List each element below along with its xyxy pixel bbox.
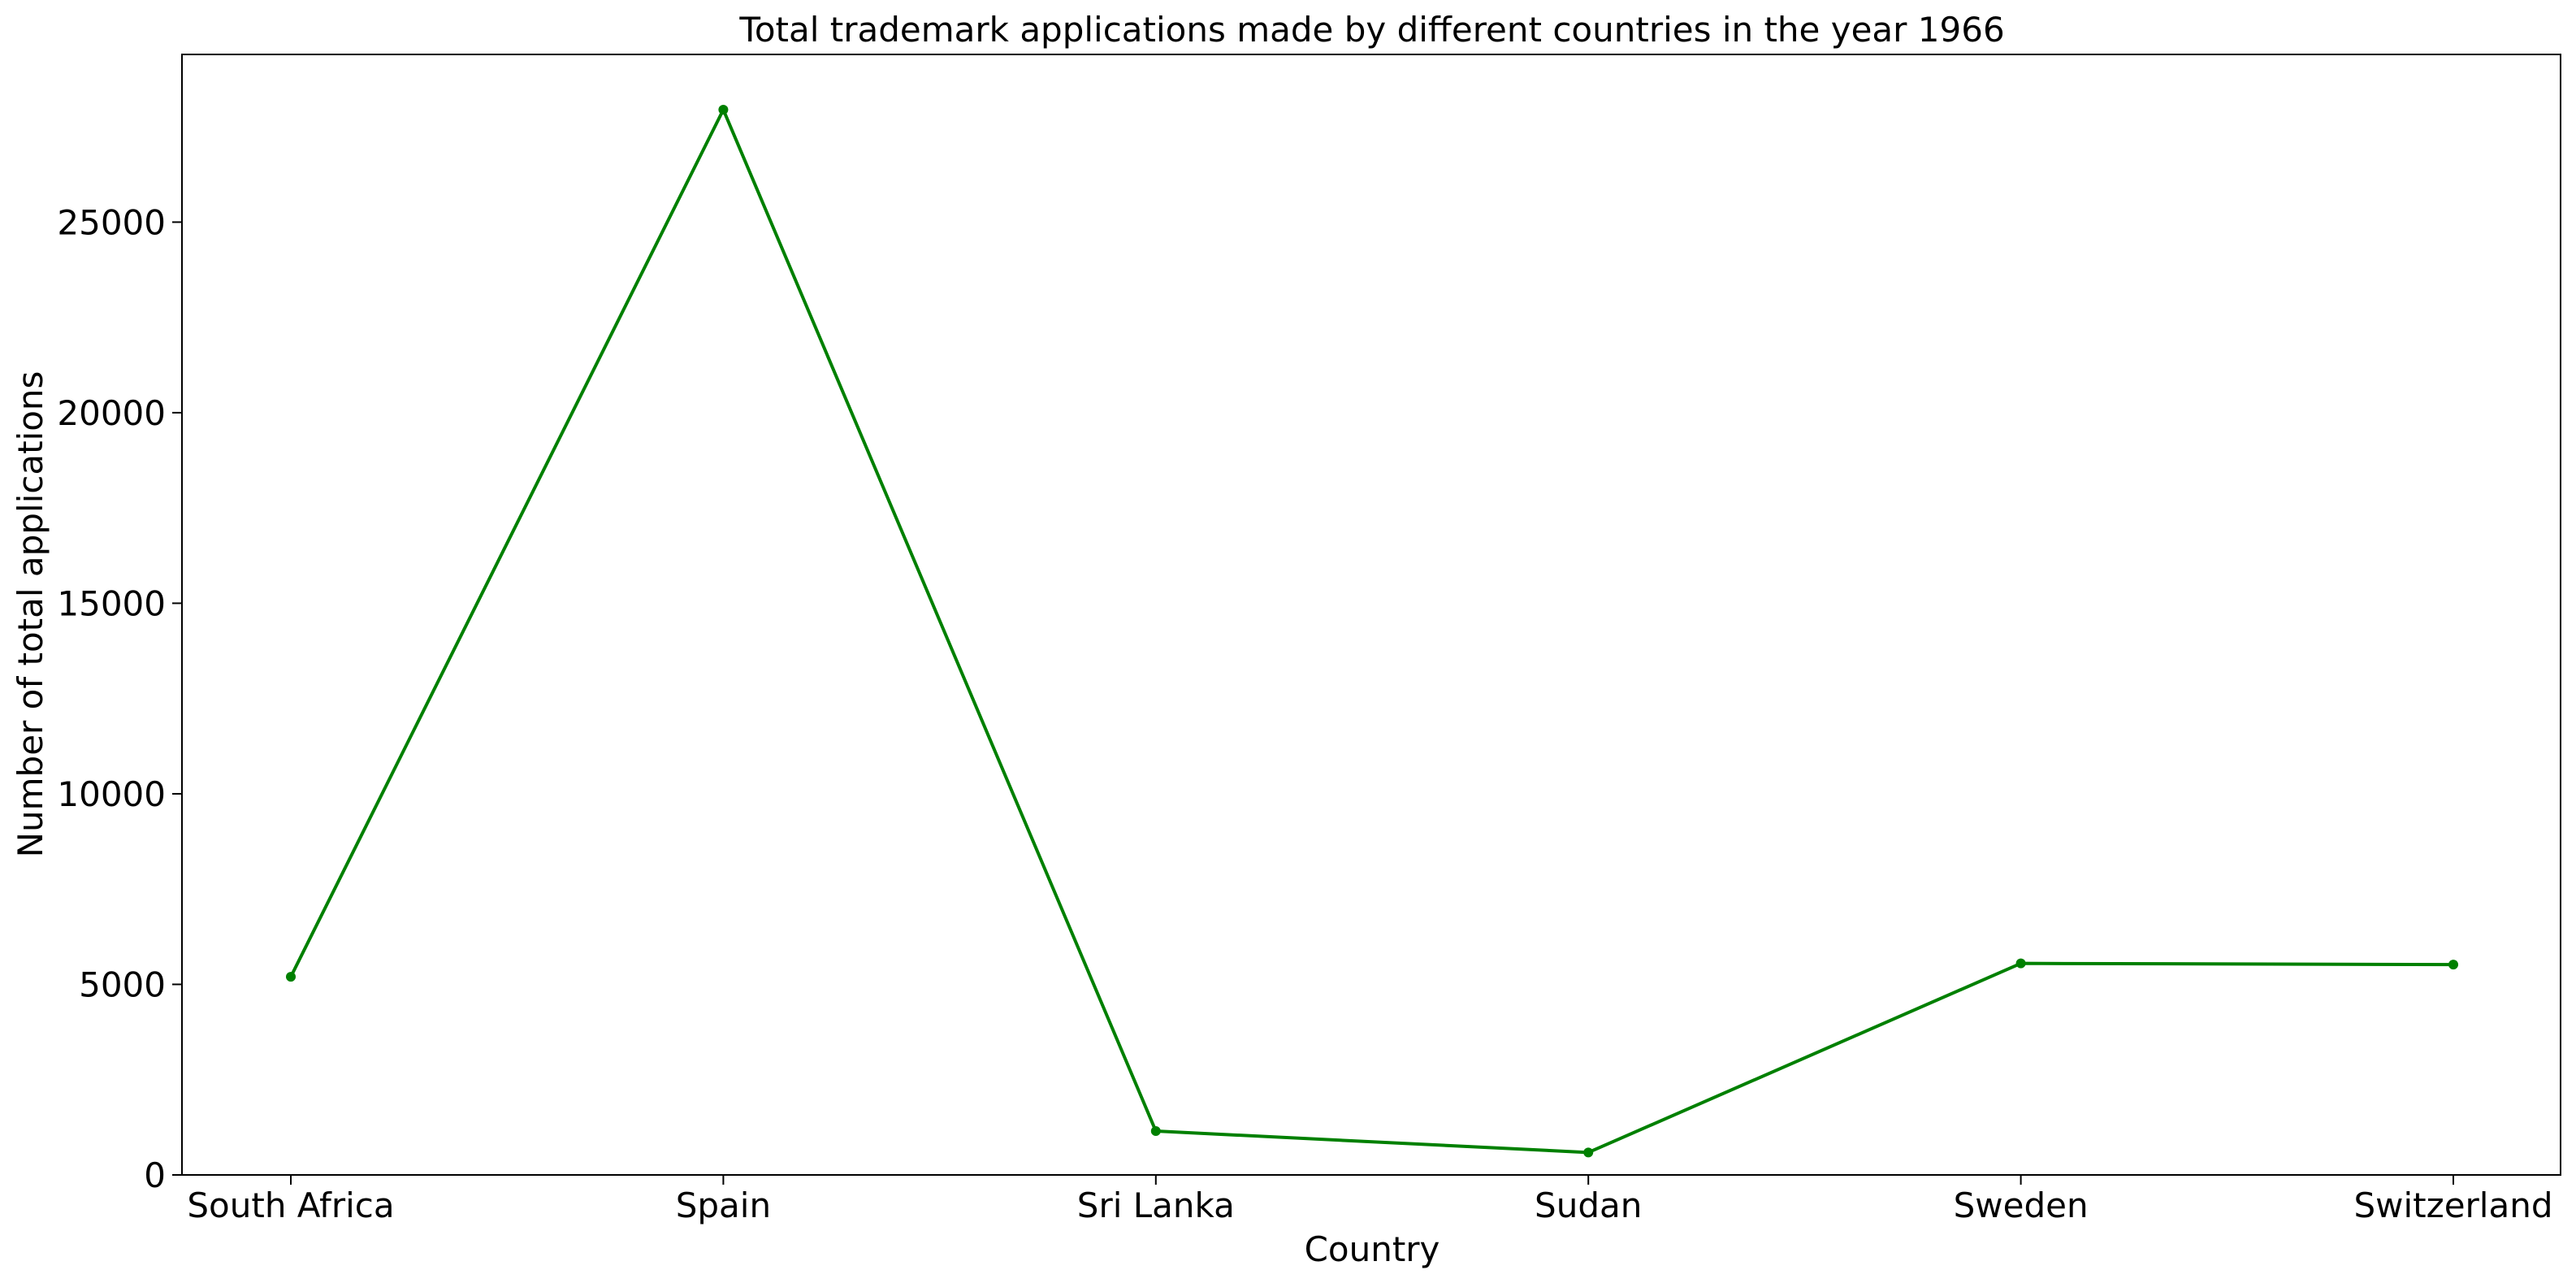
data-point — [1150, 1126, 1161, 1137]
x-tick-label: Spain — [676, 1185, 771, 1225]
series-line — [289, 108, 2454, 1155]
y-tick-label: 20000 — [57, 393, 166, 433]
x-tick-label: Sudan — [1535, 1185, 1642, 1225]
x-axis: South Africa Spain Sri Lanka Sudan Sweden Swi… — [187, 1175, 2553, 1225]
series-group — [286, 105, 2458, 1158]
data-point — [1583, 1147, 1594, 1158]
data-point — [2448, 960, 2458, 970]
chart-title: Total trademark applications made by dif… — [738, 10, 2004, 50]
y-axis-title: Number of total applications — [11, 371, 50, 858]
y-tick-label: 5000 — [79, 964, 166, 1004]
x-tick-label: Switzerland — [2354, 1185, 2553, 1225]
plot-area — [181, 54, 2561, 1176]
y-tick-label: 25000 — [57, 202, 166, 242]
x-tick-label: Sri Lanka — [1077, 1185, 1235, 1225]
y-tick-label: 15000 — [57, 583, 166, 623]
y-tick-label: 0 — [144, 1155, 166, 1195]
data-point — [718, 105, 729, 115]
data-point — [286, 972, 296, 982]
y-tick-label: 10000 — [57, 774, 166, 814]
x-tick-label: Sweden — [1954, 1185, 2089, 1225]
y-axis: 0 5000 10000 15000 20000 25000 — [57, 202, 182, 1195]
x-axis-title: Country — [1305, 1229, 1440, 1269]
x-tick-label: South Africa — [187, 1185, 394, 1225]
data-point — [2015, 958, 2026, 969]
